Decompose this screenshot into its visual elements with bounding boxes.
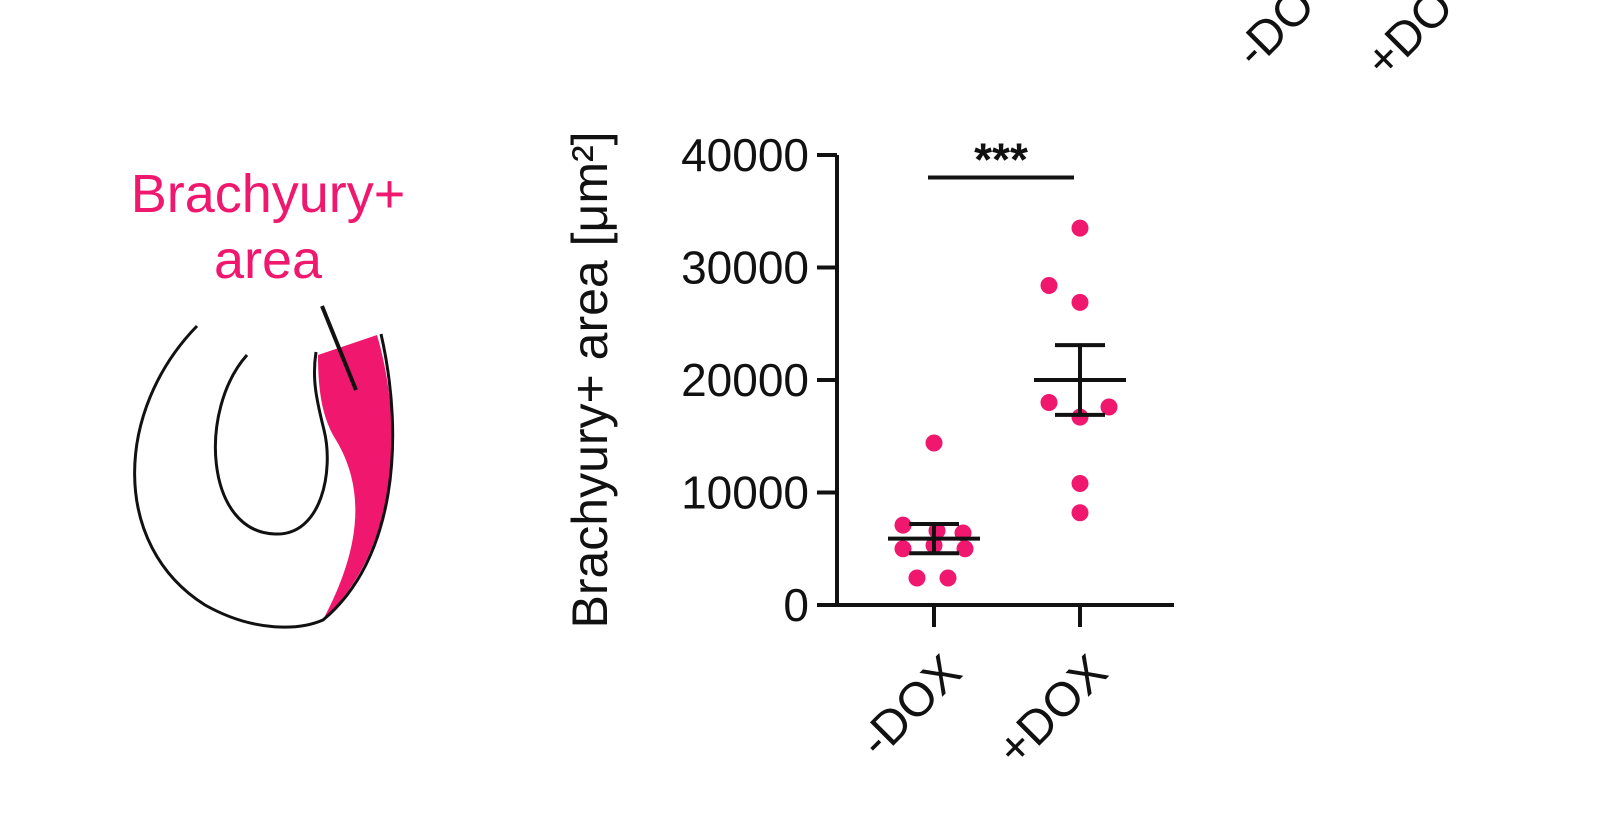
data-point (1100, 398, 1118, 416)
y-tick-label: 30000 (681, 242, 809, 294)
data-point (894, 540, 912, 558)
y-tick-label: 0 (783, 579, 809, 631)
data-point (956, 540, 974, 558)
inner-outline (213, 351, 329, 536)
diagram-label: area (214, 230, 323, 290)
cropped-label: +DO (1355, 0, 1463, 88)
data-point (1040, 277, 1058, 294)
plot: 0 10000 20000 30000 40000 Brachyury+ area [μm… (562, 129, 1174, 776)
data-point (908, 569, 926, 587)
data-point (894, 516, 912, 534)
data-point (1071, 293, 1089, 311)
data-point (1071, 475, 1089, 492)
data-point (1040, 394, 1058, 411)
data-point (1071, 504, 1089, 522)
data-point (1071, 219, 1089, 237)
x-tick-label: +DOX (987, 645, 1118, 776)
x-tick-label: -DOX (849, 645, 971, 767)
highlight-region (318, 335, 392, 620)
significance-label: *** (974, 134, 1028, 186)
data-point (925, 434, 943, 452)
diagram-label: Brachyury+ (131, 164, 406, 224)
data-point (939, 569, 957, 587)
y-axis-label: Brachyury+ area [μm²] (562, 131, 618, 628)
cropped-label: -DO (1225, 0, 1325, 78)
y-tick-label: 10000 (681, 467, 809, 519)
pointer (320, 305, 358, 391)
y-tick-label: 20000 (681, 354, 809, 406)
y-tick-label: 40000 (681, 129, 809, 181)
outline (133, 324, 395, 629)
schematic: Brachyury+ area (131, 164, 406, 629)
